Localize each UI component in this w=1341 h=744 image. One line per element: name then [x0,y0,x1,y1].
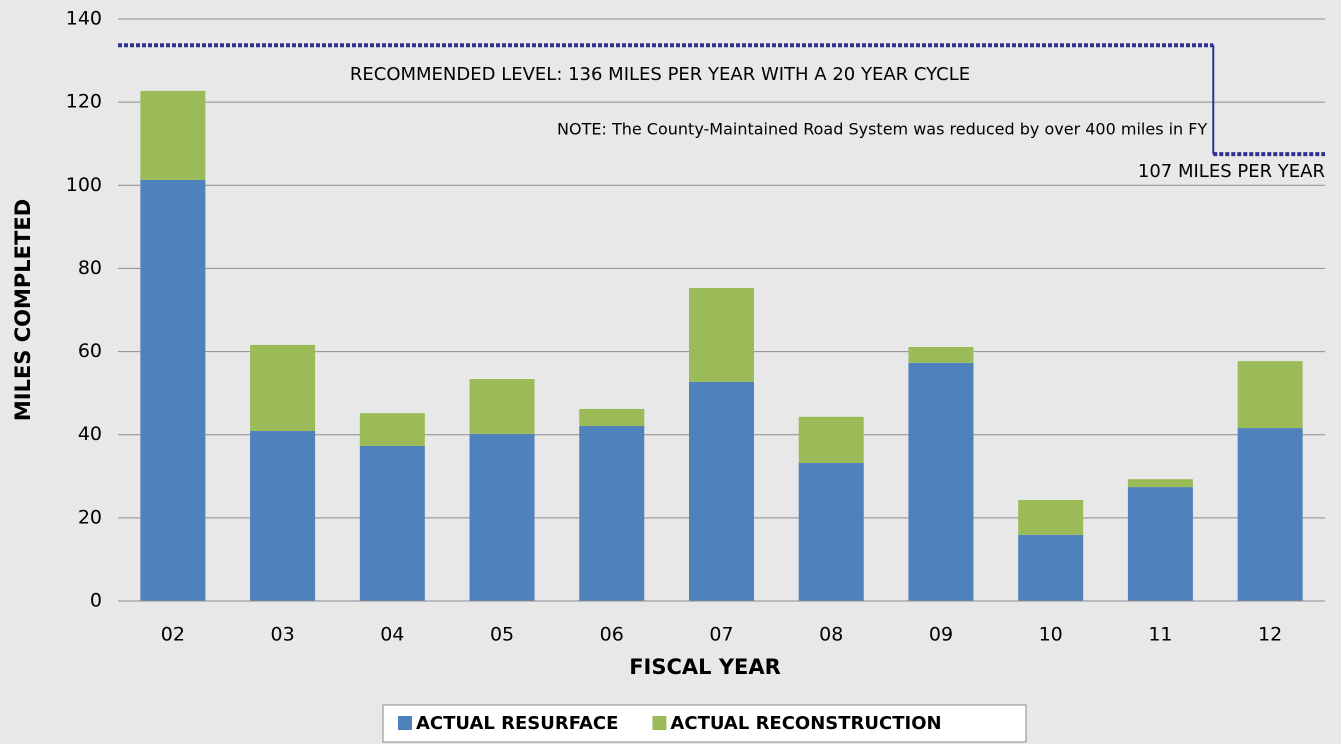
annotation: 107 MILES PER YEAR [1138,161,1325,182]
x-tick-label: 04 [380,624,404,646]
bar-segment [140,90,206,180]
x-tick-label: 12 [1258,624,1282,646]
bar-segment [579,408,645,426]
y-tick-label: 80 [78,257,102,279]
x-tick-label: 06 [600,624,624,646]
bar-segment [689,287,754,382]
legend-label: ACTUAL RECONSTRUCTION [670,713,941,734]
x-tick-label: 03 [270,624,294,646]
y-tick-label: 60 [78,340,102,362]
legend-box [382,704,1027,743]
x-tick-label: 10 [1039,624,1063,646]
y-tick-label: 0 [90,590,102,612]
annotation: RECOMMENDED LEVEL: 136 MILES PER YEAR WI… [350,64,970,85]
bar-segment [908,346,974,363]
x-tick-label: 05 [490,624,514,646]
bar-segment [140,179,206,602]
x-tick-label: 11 [1148,624,1172,646]
bar-segment [1127,487,1193,601]
y-tick-label: 140 [66,8,102,30]
bar-segment [359,413,425,446]
y-tick-label: 100 [66,174,102,196]
bar-segment [1018,499,1084,535]
y-tick-label: 120 [66,91,102,113]
x-tick-label: 08 [819,624,843,646]
y-tick-label: 20 [78,506,102,528]
bar-segment [250,430,316,601]
x-axis-label: FISCAL YEAR [629,655,781,679]
x-tick-label: 02 [161,624,185,646]
legend-swatch [652,716,667,730]
bar-segment [1237,361,1303,429]
legend-label: ACTUAL RESURFACE [416,713,618,734]
x-tick-label: 09 [929,624,953,646]
bar-segment [798,462,864,601]
bar-segment [469,379,535,434]
bar-segment [359,445,425,601]
bar-segment [1237,428,1303,601]
bar-segment [798,416,864,463]
y-tick-label: 40 [78,423,102,445]
bar-segment [469,433,535,601]
x-tick-label: 07 [709,624,733,646]
legend-swatch [398,716,412,730]
bar-segment [1018,534,1084,601]
annotation: NOTE: The County-Maintained Road System … [557,120,1207,139]
bar-segment [250,344,316,431]
bar-segment [689,381,754,601]
bar-segment [908,362,974,601]
bar-segment [579,425,645,601]
bar-segment [1127,479,1193,488]
y-axis-label: MILES COMPLETED [11,199,35,421]
